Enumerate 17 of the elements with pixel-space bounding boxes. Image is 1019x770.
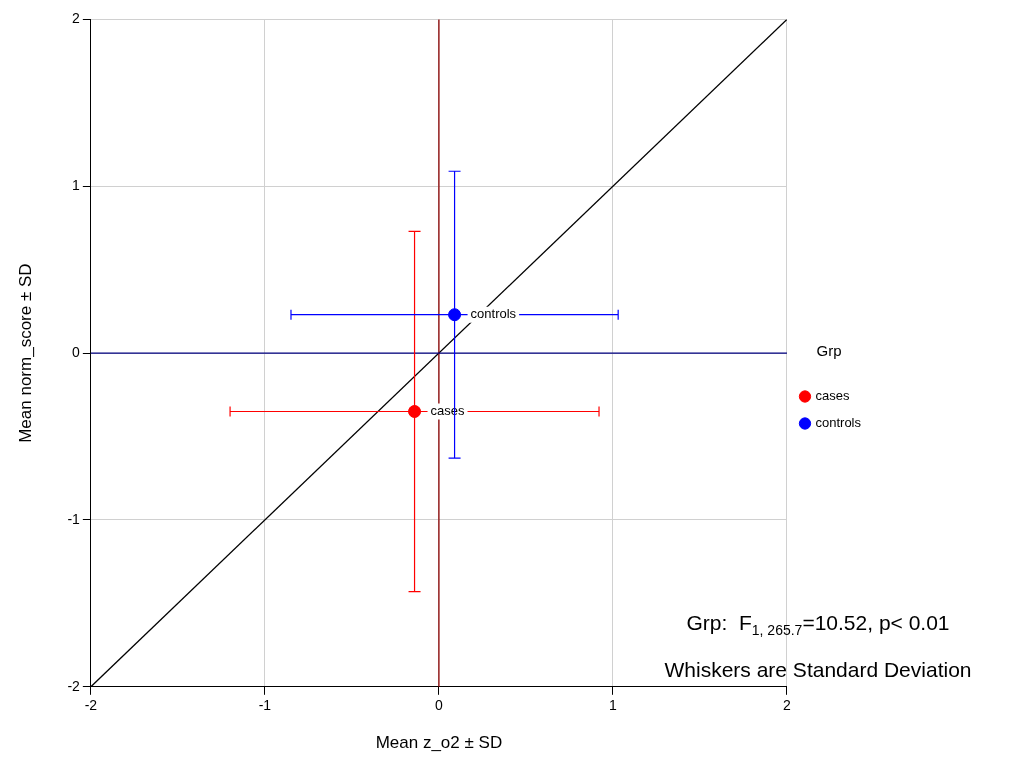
y-tick-label: 0 (72, 343, 81, 360)
legend-label: controls (815, 415, 862, 431)
x-tick-label: 2 (783, 697, 792, 714)
legend-title: Grp (816, 341, 842, 359)
x-tick-label: 1 (609, 697, 618, 714)
y-axis-title: Mean norm_score ± SD (15, 263, 35, 443)
legend-label: cases (815, 388, 850, 404)
x-tick-label: -1 (258, 697, 272, 714)
x-tick-label: -2 (84, 697, 98, 714)
x-axis-title: Mean z_o2 ± SD (375, 733, 503, 753)
annotation: Whiskers are Standard Deviation (664, 658, 972, 681)
y-tick-label: 2 (72, 10, 81, 27)
x-tick-label: 0 (435, 697, 444, 714)
y-tick-label: -1 (67, 510, 81, 527)
y-tick-label: -2 (67, 677, 81, 694)
text: controls (470, 306, 517, 322)
y-tick-label: 1 (72, 177, 81, 194)
